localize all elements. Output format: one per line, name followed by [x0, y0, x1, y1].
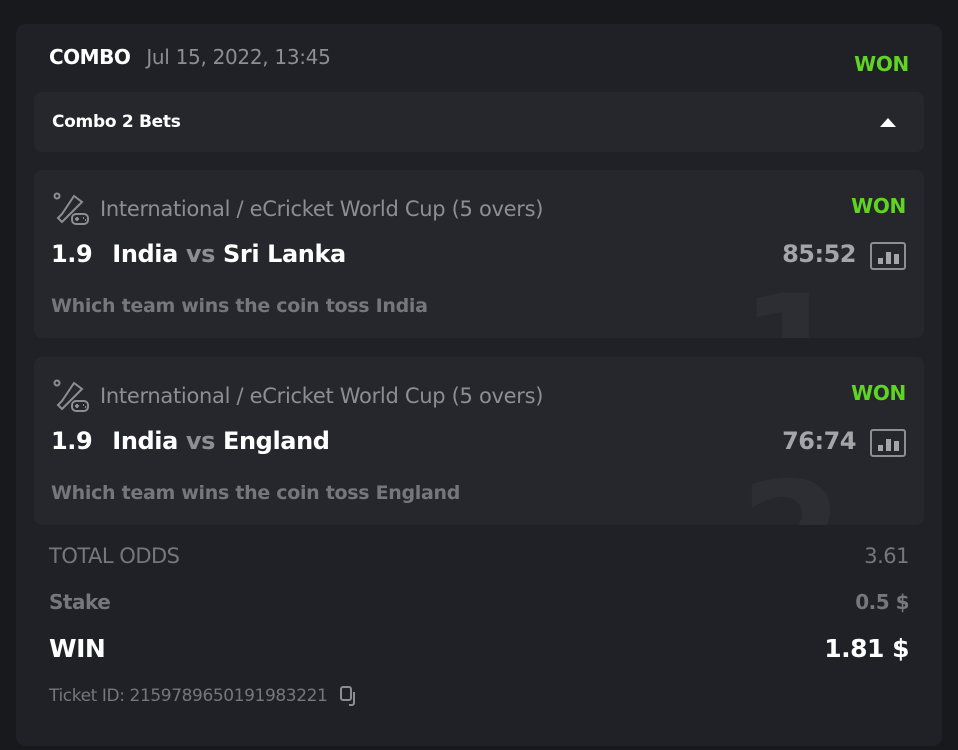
market: Which team wins the coin toss India: [51, 295, 428, 317]
copy-icon[interactable]: [339, 685, 361, 707]
ticket-id-text: Ticket ID: 215978965019198322​1: [49, 686, 328, 706]
ticket-status: WON: [854, 52, 909, 76]
win-label: WIN: [49, 634, 106, 663]
away-team: Sri Lanka: [223, 240, 346, 268]
league: International / eCricket World Cup (5 ov…: [52, 192, 543, 226]
league-name: International / eCricket World Cup (5 ov…: [100, 197, 544, 221]
ecricket-icon: [53, 192, 89, 225]
score: 85:52: [782, 240, 856, 268]
combo-label: Combo 2 Bets: [52, 112, 181, 132]
match: 1.9 India vs England: [51, 427, 330, 455]
combo-toggle[interactable]: Combo 2 Bets: [34, 92, 924, 152]
bet-status: WON: [851, 381, 906, 405]
total-odds-value: 3.61: [864, 544, 909, 568]
match: 1.9 India vs Sri Lanka: [51, 240, 346, 268]
ticket-header: COMBO Jul 15, 2022, 13:45 WON: [49, 42, 909, 76]
score: 76:74: [782, 427, 856, 455]
bet-index-watermark: 2: [740, 463, 844, 525]
bet-index-watermark: 1: [740, 276, 844, 338]
stats-icon[interactable]: [870, 242, 906, 270]
vs-label: vs: [185, 427, 216, 455]
caret-up-icon[interactable]: [880, 117, 896, 127]
stake-row: Stake 0.5 $: [49, 590, 909, 614]
win-value: 1.81 $: [824, 634, 909, 663]
stake-value: 0.5 $: [855, 590, 909, 614]
league: International / eCricket World Cup (5 ov…: [52, 379, 543, 413]
ticket-id: Ticket ID: 215978965019198322​1: [49, 685, 361, 707]
bet-item: 2 International / eCricket World Cup (5 …: [34, 357, 924, 525]
bet-item: 1 International / eCricket World Cup (5 …: [34, 170, 924, 338]
home-team: India: [112, 240, 178, 268]
bet-ticket-card: COMBO Jul 15, 2022, 13:45 WON Combo 2 Be…: [16, 24, 942, 746]
bet-date: Jul 15, 2022, 13:45: [146, 45, 331, 69]
win-row: WIN 1.81 $: [49, 634, 909, 663]
stats-icon[interactable]: [870, 429, 906, 457]
vs-label: vs: [185, 240, 216, 268]
bet-status: WON: [851, 194, 906, 218]
home-team: India: [112, 427, 178, 455]
total-odds-row: TOTAL ODDS 3.61: [49, 544, 909, 568]
away-team: England: [223, 427, 330, 455]
bet-type: COMBO: [49, 45, 131, 69]
odds: 1.9: [51, 427, 93, 455]
league-name: International / eCricket World Cup (5 ov…: [100, 384, 544, 408]
ecricket-icon: [53, 379, 89, 412]
stake-label: Stake: [49, 590, 111, 614]
total-odds-label: TOTAL ODDS: [49, 544, 180, 568]
odds: 1.9: [51, 240, 93, 268]
market: Which team wins the coin toss England: [51, 482, 461, 504]
